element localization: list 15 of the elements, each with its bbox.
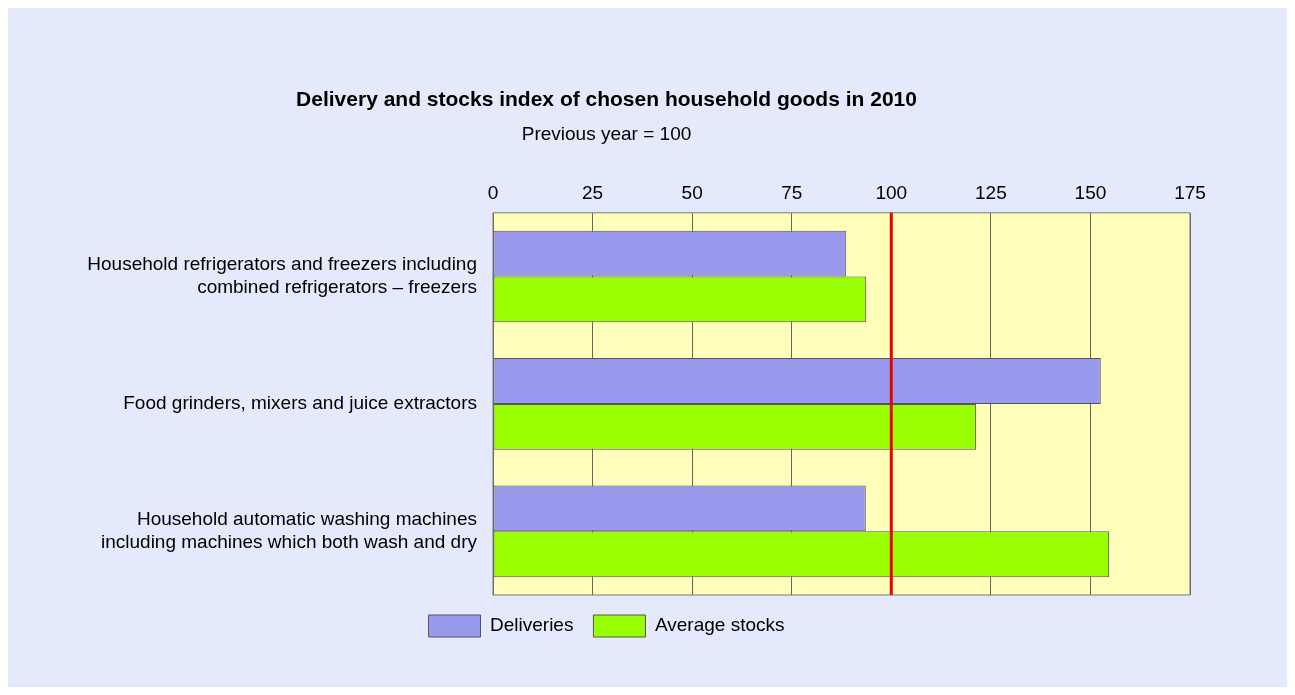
chart-title: Delivery and stocks index of chosen household goods in 2010	[296, 87, 917, 111]
y-tick-label: Household automatic washing machines including machines which both wash and dry	[101, 508, 478, 552]
x-tick-label: 100	[875, 181, 908, 203]
y-tick-label: Food grinders, mixers and juice extractors	[123, 392, 477, 414]
x-tick-label: 150	[1074, 181, 1107, 203]
chart-subtitle: Previous year = 100	[521, 122, 692, 144]
x-tick-label: 25	[582, 181, 604, 203]
x-tick-label: 0	[487, 181, 499, 203]
y-tick-label: Household refrigerators and freezers including combined refrigerators – freezers	[87, 253, 477, 298]
legend-label: Deliveries	[490, 614, 574, 636]
legend-label: Average stocks	[654, 614, 785, 636]
x-tick-label: 175	[1174, 181, 1206, 203]
x-tick-label: 75	[781, 181, 803, 203]
x-tick-label: 50	[681, 181, 703, 203]
x-tick-label: 125	[975, 181, 1007, 203]
